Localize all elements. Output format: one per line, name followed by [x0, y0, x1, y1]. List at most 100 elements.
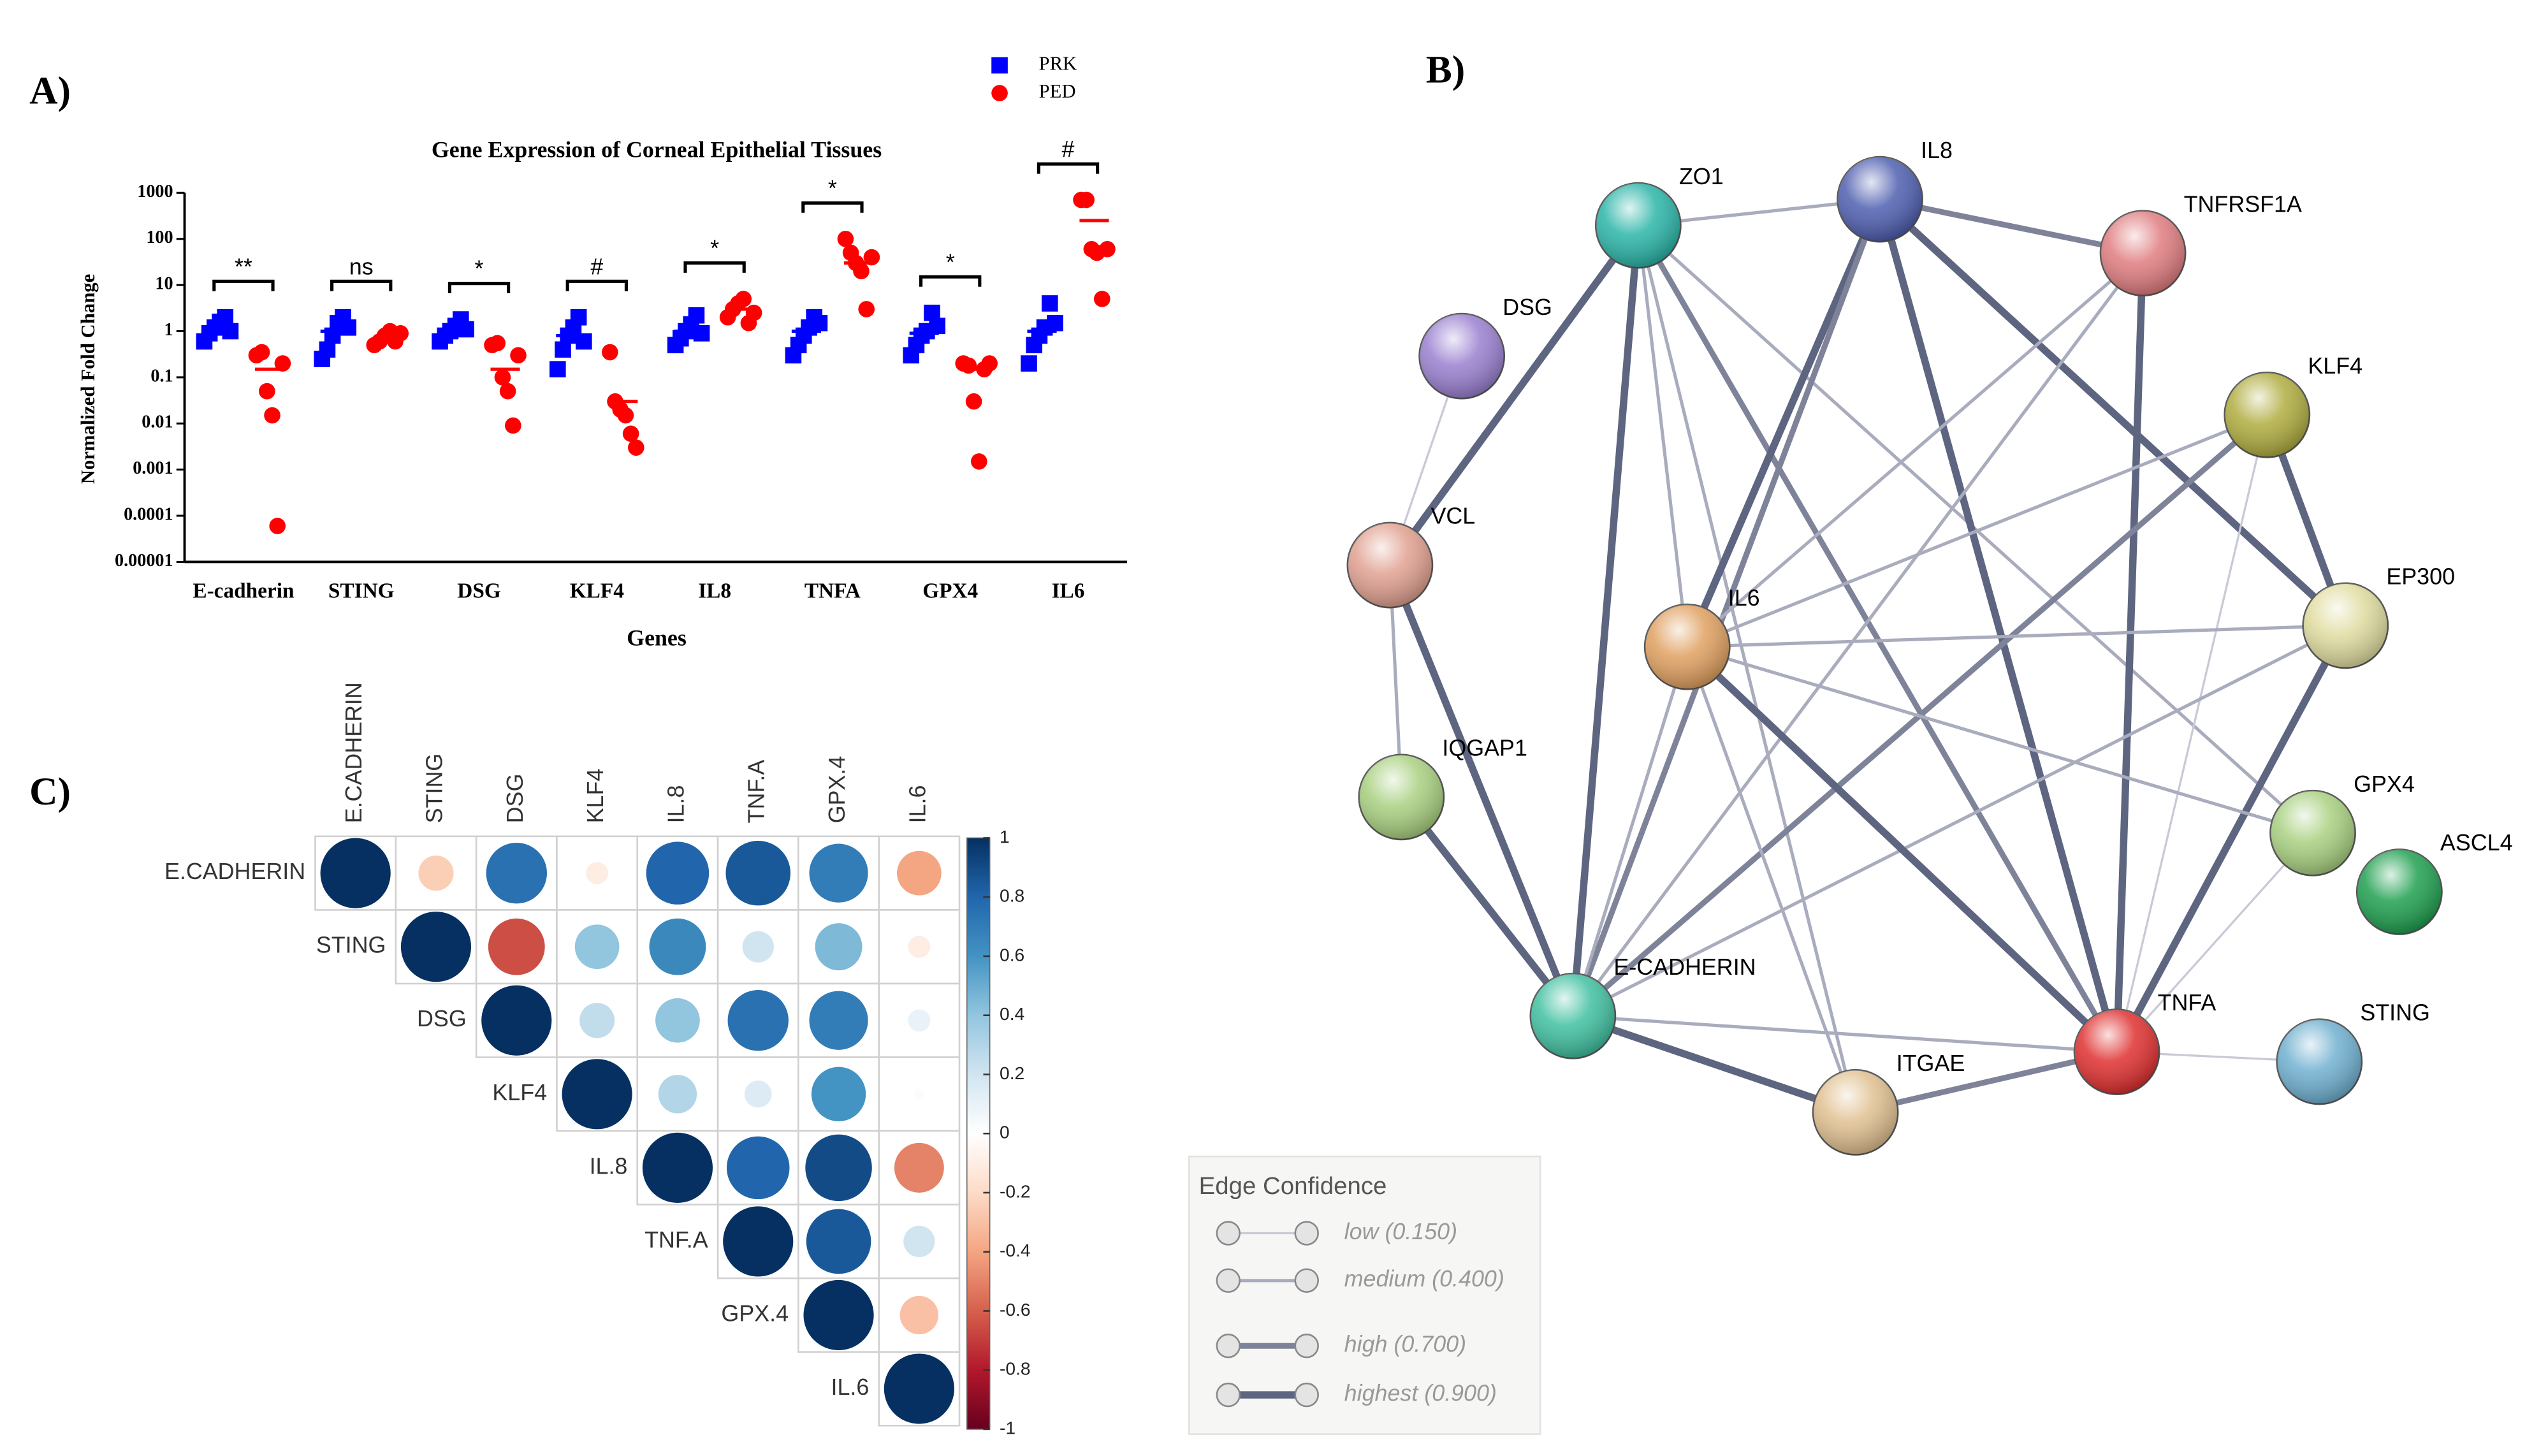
- point: [499, 382, 516, 400]
- correlation-circle: [320, 838, 391, 908]
- legend-node: [1294, 1334, 1319, 1358]
- x-tick-label: IL8: [698, 579, 731, 603]
- edge: [1637, 224, 2314, 834]
- correlation-circle: [486, 842, 547, 904]
- correlation-circle: [908, 1009, 931, 1032]
- correlation-circle: [809, 843, 868, 903]
- edge: [1685, 646, 1858, 1113]
- point: [863, 249, 880, 266]
- row-label: IL.8: [590, 1153, 628, 1179]
- node-shine: [2074, 1009, 2160, 1095]
- y-axis-label: Normalized Fold Change: [77, 274, 99, 484]
- node-label: KLF4: [2308, 353, 2362, 379]
- significance-label: *: [710, 236, 719, 261]
- point: [489, 335, 506, 352]
- node-shine: [1813, 1070, 1898, 1155]
- point: [965, 393, 982, 410]
- node-shine: [1596, 183, 1681, 268]
- point: [981, 355, 998, 372]
- point: [259, 382, 275, 400]
- significance-label: *: [475, 256, 484, 282]
- chart-title: Gene Expression of Corneal Epithelial Ti…: [432, 137, 882, 163]
- correlation-circle: [727, 990, 789, 1051]
- edge: [2115, 414, 2268, 1052]
- colorbar-tick-label: 0.8: [1000, 885, 1024, 906]
- correlation-circle: [815, 923, 863, 971]
- x-tick-label: KLF4: [570, 579, 624, 603]
- legend-marker: [991, 85, 1008, 101]
- node-label: IL6: [1728, 585, 1760, 611]
- correlation-circle: [899, 1295, 939, 1335]
- legend-node: [1294, 1221, 1319, 1246]
- point: [960, 357, 977, 374]
- significance-bracket: [801, 201, 864, 213]
- y-tick-label: 1000: [137, 182, 173, 201]
- correlation-circle: [586, 862, 609, 885]
- edge: [1876, 198, 2121, 1053]
- node-label: DSG: [1503, 295, 1552, 320]
- edge: [1854, 1049, 2118, 1116]
- colorbar-tick-label: -0.8: [1000, 1358, 1031, 1379]
- significance-bracket: [1037, 162, 1100, 174]
- point: [570, 309, 587, 326]
- correlation-circle: [805, 1134, 872, 1202]
- correlation-circle: [481, 985, 552, 1056]
- node-shine: [1837, 157, 1923, 242]
- edge: [1571, 252, 2144, 1017]
- row-label: E.CADHERIN: [164, 859, 305, 884]
- point: [217, 309, 234, 326]
- y-tick-label: 100: [146, 228, 173, 247]
- panel-b: B) ZO1 IL8 TNFRSF1A DSG KLF4 VCL EP300 IL6 IQGAP1…: [1188, 48, 2513, 1435]
- node-shine: [1419, 313, 1504, 399]
- correlation-circle: [908, 935, 931, 958]
- edge: [2113, 252, 2147, 1052]
- column-label: GPX.4: [824, 756, 850, 824]
- column-label: E.CADHERIN: [341, 682, 367, 823]
- legend-node: [1216, 1334, 1241, 1358]
- edge: [1687, 645, 2313, 835]
- node-shine: [2224, 372, 2310, 458]
- column-label: IL.6: [905, 785, 930, 824]
- x-tick-label: IL6: [1052, 579, 1085, 603]
- node-label: ITGAE: [1896, 1051, 1965, 1076]
- x-axis-label: Genes: [627, 625, 687, 651]
- edge: [1387, 564, 1576, 1017]
- point: [627, 439, 644, 456]
- column-label: DSG: [502, 774, 528, 824]
- legend-label: PED: [1039, 80, 1076, 102]
- edge: [1398, 794, 1576, 1019]
- point: [811, 314, 828, 331]
- correlation-circle: [400, 912, 472, 982]
- point: [693, 325, 710, 342]
- node-label: IL8: [1921, 138, 1953, 163]
- correlation-circle: [574, 924, 620, 970]
- edge: [1879, 196, 2144, 256]
- edge: [1686, 252, 2144, 648]
- row-label: KLF4: [492, 1080, 547, 1105]
- node-label: VCL: [1431, 504, 1475, 529]
- correlation-circle: [742, 931, 774, 963]
- point: [622, 425, 639, 442]
- point: [617, 407, 634, 424]
- edge: [1684, 198, 1884, 648]
- row-label: TNF.A: [644, 1227, 708, 1253]
- edge: [1387, 223, 1642, 567]
- panel-label: B): [1426, 48, 1465, 91]
- edge: [1572, 624, 2347, 1017]
- correlation-circle: [914, 1089, 924, 1100]
- edge: [2113, 623, 2349, 1054]
- legend-node: [1294, 1382, 1319, 1408]
- x-tick-label: TNFA: [804, 579, 861, 603]
- correlation-circle: [579, 1003, 615, 1038]
- edge: [1573, 1014, 2117, 1054]
- y-tick-label: 0.0001: [124, 505, 173, 525]
- significance-label: #: [1062, 136, 1075, 162]
- row-label: STING: [316, 933, 386, 958]
- legend-title: Edge Confidence: [1199, 1172, 1387, 1200]
- node-shine: [1358, 754, 1444, 840]
- edge: [1569, 225, 1642, 1017]
- significance-bracket: [683, 261, 746, 273]
- node-shine: [2270, 790, 2355, 876]
- correlation-circle: [655, 998, 700, 1043]
